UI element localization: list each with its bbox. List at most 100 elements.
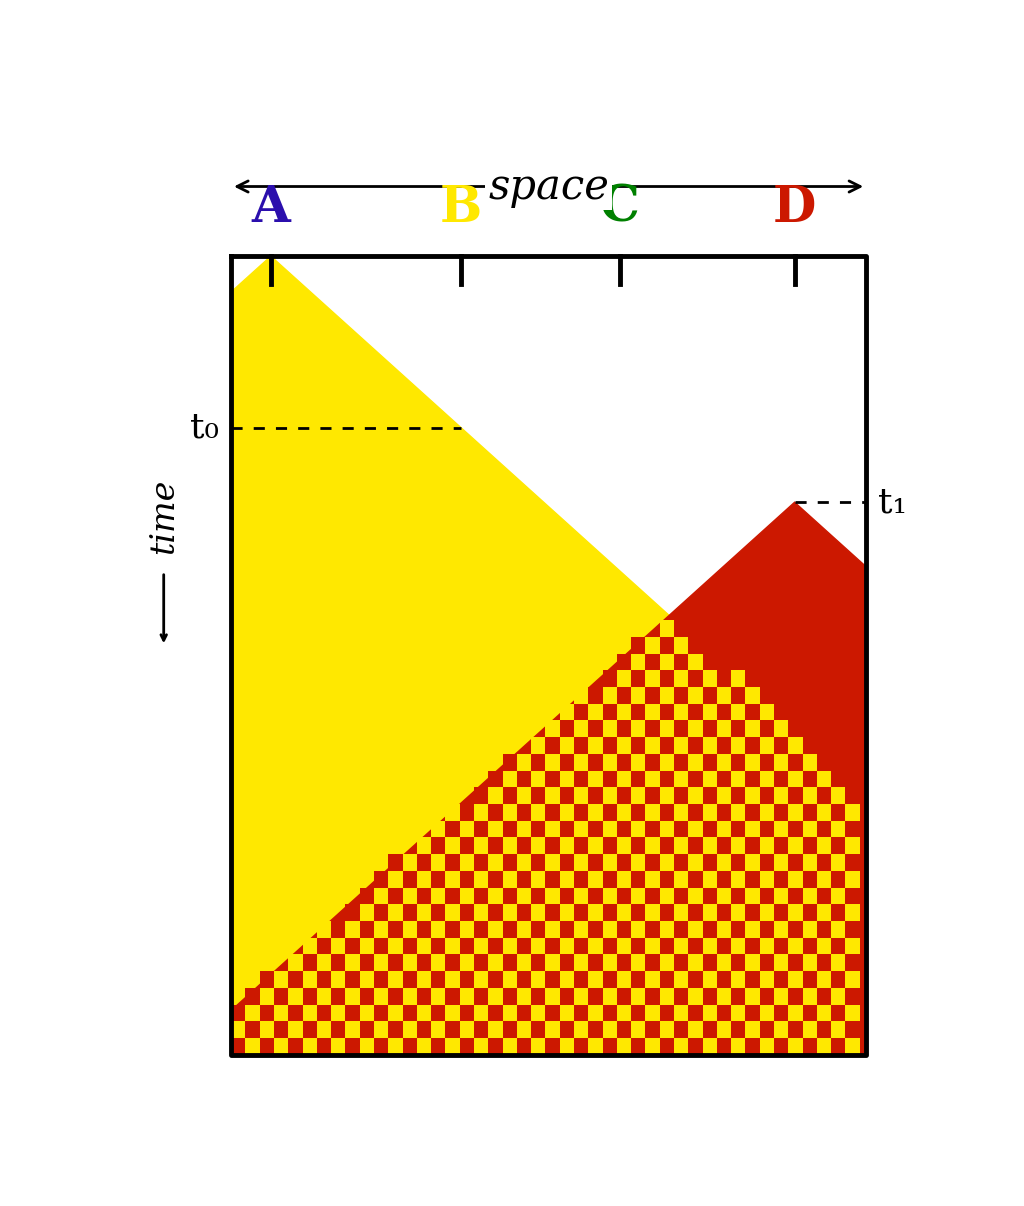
Bar <box>631 854 645 871</box>
Bar <box>659 854 674 871</box>
Bar <box>760 854 774 871</box>
Bar <box>674 904 688 921</box>
Bar <box>588 854 602 871</box>
Bar <box>602 737 616 754</box>
Bar <box>602 1005 616 1021</box>
Bar <box>745 871 760 888</box>
Bar <box>560 921 574 938</box>
Bar <box>560 938 574 954</box>
Bar <box>417 904 431 921</box>
Bar <box>503 971 517 988</box>
Bar <box>602 988 616 1005</box>
Bar <box>260 988 274 1005</box>
Bar <box>659 704 674 720</box>
Bar <box>560 804 574 821</box>
Bar <box>303 954 316 971</box>
Bar <box>803 754 817 771</box>
Bar <box>674 704 688 720</box>
Bar <box>531 771 546 788</box>
Bar <box>503 938 517 954</box>
Bar <box>631 904 645 921</box>
Bar <box>303 938 316 954</box>
Bar <box>817 971 831 988</box>
Bar <box>417 888 431 904</box>
Bar <box>688 837 702 854</box>
Bar <box>702 654 717 671</box>
Bar <box>560 788 574 804</box>
Bar <box>831 1021 846 1038</box>
Bar <box>674 737 688 754</box>
Bar <box>717 837 731 854</box>
Bar <box>760 821 774 837</box>
Bar <box>817 821 831 837</box>
Bar <box>303 1005 316 1021</box>
Bar <box>560 888 574 904</box>
Bar <box>588 954 602 971</box>
Bar <box>560 837 574 854</box>
Bar <box>817 754 831 771</box>
Bar <box>674 671 688 687</box>
Bar <box>474 921 488 938</box>
Bar <box>274 1038 289 1055</box>
Bar <box>788 737 803 754</box>
Bar <box>431 1005 445 1021</box>
Bar <box>731 1021 745 1038</box>
Bar <box>316 1038 331 1055</box>
Bar <box>402 971 417 988</box>
Bar <box>616 938 631 954</box>
Bar <box>431 821 445 837</box>
Bar <box>774 921 788 938</box>
Bar <box>717 921 731 938</box>
Bar <box>731 837 745 854</box>
Bar <box>817 871 831 888</box>
Bar <box>702 988 717 1005</box>
Bar <box>588 788 602 804</box>
Bar <box>388 871 402 888</box>
Bar <box>645 837 659 854</box>
Bar <box>760 771 774 788</box>
Bar <box>359 1038 374 1055</box>
Bar <box>574 904 589 921</box>
Bar <box>574 754 589 771</box>
Bar <box>260 1038 274 1055</box>
Bar <box>260 1005 274 1021</box>
Bar <box>517 888 531 904</box>
Bar <box>760 720 774 737</box>
Bar <box>474 988 488 1005</box>
Bar <box>788 837 803 854</box>
Bar <box>546 904 560 921</box>
Bar <box>674 654 688 671</box>
Bar <box>503 888 517 904</box>
Bar <box>745 1021 760 1038</box>
Bar <box>616 1005 631 1021</box>
Bar <box>817 1005 831 1021</box>
Bar <box>316 954 331 971</box>
Bar <box>460 1038 474 1055</box>
Bar <box>503 754 517 771</box>
Bar <box>331 1005 345 1021</box>
Bar <box>402 988 417 1005</box>
Bar <box>431 938 445 954</box>
Bar <box>616 687 631 704</box>
Bar <box>831 1005 846 1021</box>
Bar <box>445 904 460 921</box>
Bar <box>517 971 531 988</box>
Bar <box>574 1038 589 1055</box>
Bar <box>717 687 731 704</box>
Bar <box>717 871 731 888</box>
Bar <box>374 1021 388 1038</box>
Bar <box>803 837 817 854</box>
Text: t₀: t₀ <box>190 411 219 445</box>
Bar <box>388 888 402 904</box>
Bar <box>674 804 688 821</box>
Bar <box>531 904 546 921</box>
Bar <box>388 1005 402 1021</box>
Bar <box>602 788 616 804</box>
Bar <box>303 988 316 1005</box>
Bar <box>474 871 488 888</box>
Bar <box>460 904 474 921</box>
Bar <box>388 938 402 954</box>
Bar <box>602 1038 616 1055</box>
Bar <box>803 821 817 837</box>
Bar <box>731 988 745 1005</box>
